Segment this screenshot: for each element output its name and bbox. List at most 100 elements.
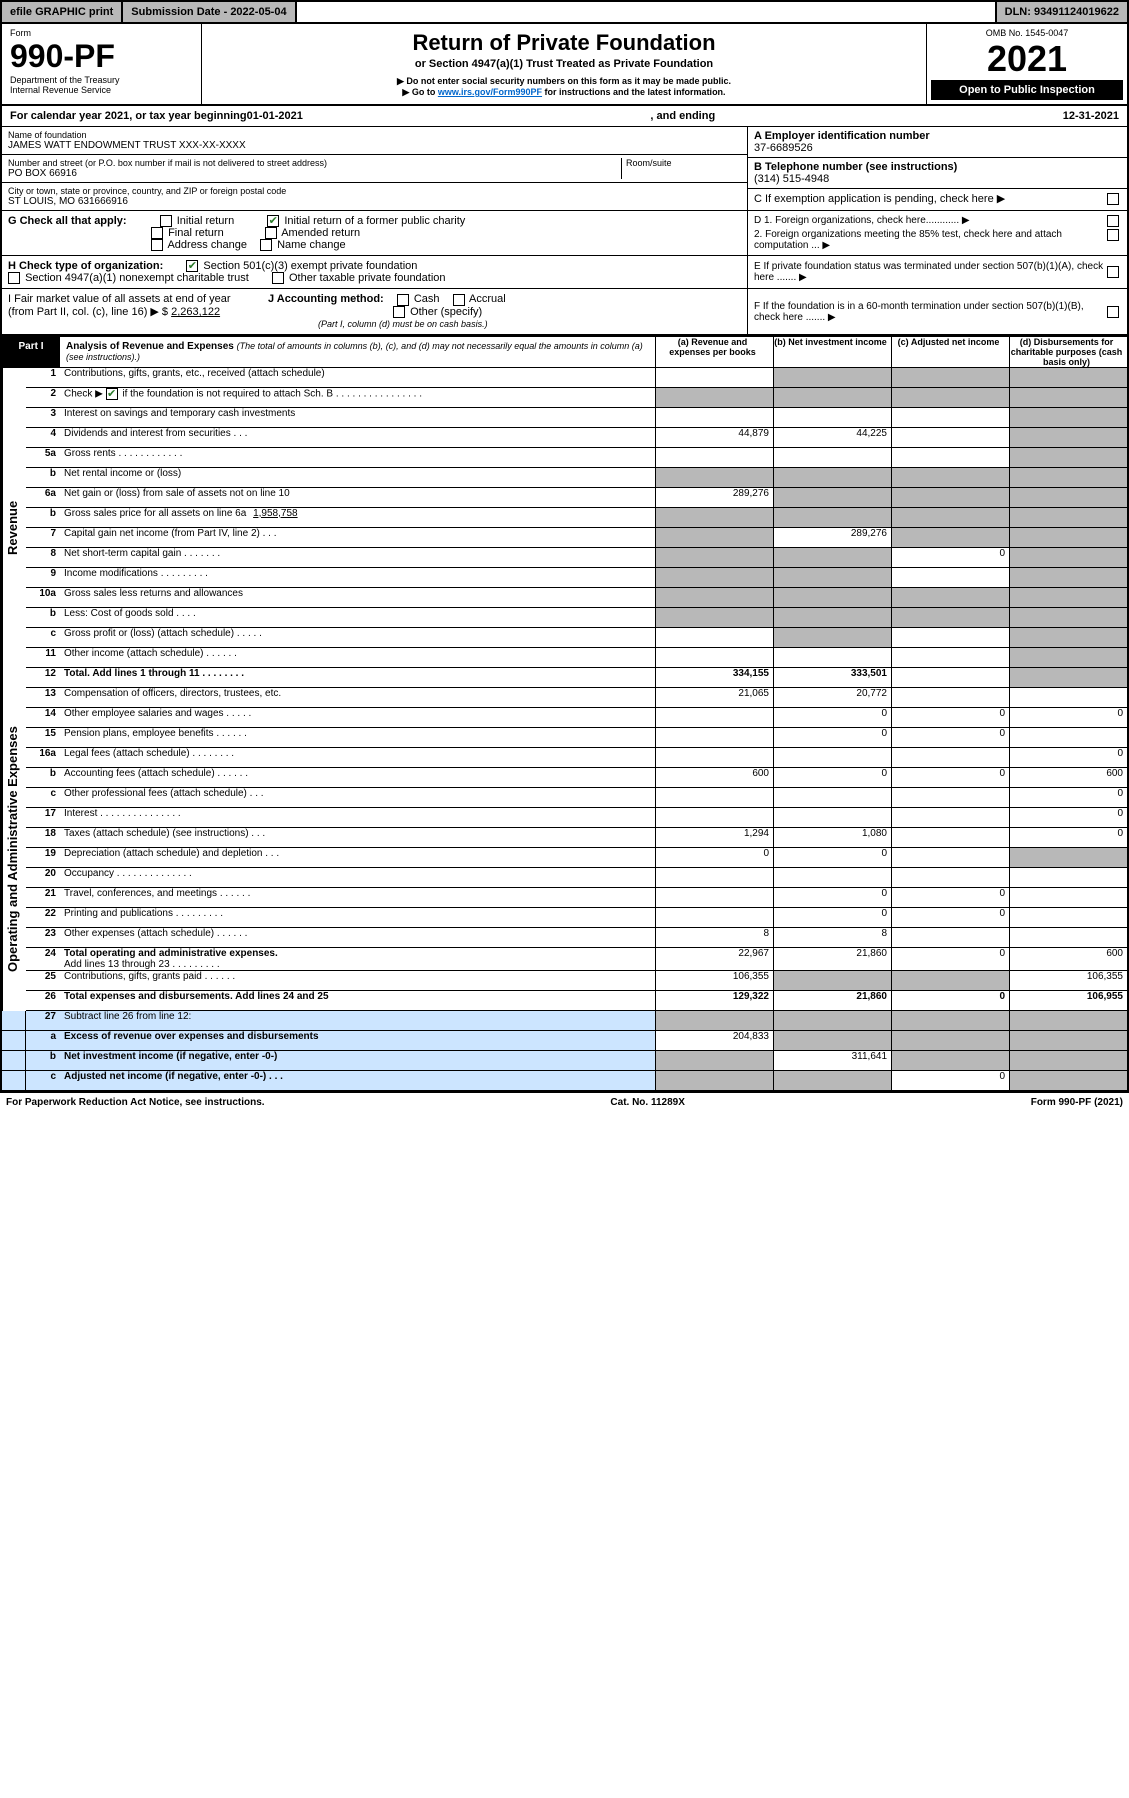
l5b-b — [773, 468, 891, 487]
line-17-num: 17 — [26, 808, 60, 827]
l25-a: 106,355 — [655, 971, 773, 990]
j-other-checkbox[interactable] — [393, 306, 405, 318]
e-label: E If private foundation status was termi… — [754, 261, 1107, 283]
line-9-desc: Income modifications . . . . . . . . . — [60, 568, 655, 587]
line-4-desc: Dividends and interest from securities .… — [60, 428, 655, 447]
line-12-num: 12 — [26, 668, 60, 687]
l22-b: 0 — [773, 908, 891, 927]
line-27a-desc: Excess of revenue over expenses and disb… — [60, 1031, 655, 1050]
line-27c-num: c — [26, 1071, 60, 1090]
line-20-num: 20 — [26, 868, 60, 887]
form-subtitle: or Section 4947(a)(1) Trust Treated as P… — [208, 58, 920, 70]
line-21-desc: Travel, conferences, and meetings . . . … — [60, 888, 655, 907]
h-row: H Check type of organization: Section 50… — [0, 256, 1129, 289]
part1-header-row: Part I Analysis of Revenue and Expenses … — [0, 335, 1129, 368]
l6b-val: 1,958,758 — [253, 508, 298, 519]
dept-line1: Department of the Treasury — [10, 75, 193, 85]
l1-a — [655, 368, 773, 387]
j-accrual-checkbox[interactable] — [453, 294, 465, 306]
line-18-desc: Taxes (attach schedule) (see instruction… — [60, 828, 655, 847]
efile-label[interactable]: efile GRAPHIC print — [2, 2, 123, 22]
line-20-desc: Occupancy . . . . . . . . . . . . . . — [60, 868, 655, 887]
irs-link[interactable]: www.irs.gov/Form990PF — [438, 87, 542, 97]
g-amended-checkbox[interactable] — [265, 227, 277, 239]
l11-b — [773, 648, 891, 667]
l14-c: 0 — [891, 708, 1009, 727]
l13-a: 21,065 — [655, 688, 773, 707]
line-10a-num: 10a — [26, 588, 60, 607]
submission-date: Submission Date - 2022-05-04 — [123, 2, 296, 22]
d2-label: 2. Foreign organizations meeting the 85%… — [754, 229, 1107, 251]
h-4947-checkbox[interactable] — [8, 272, 20, 284]
l10c-a — [655, 628, 773, 647]
line-6a-desc: Net gain or (loss) from sale of assets n… — [60, 488, 655, 507]
top-bar: efile GRAPHIC print Submission Date - 20… — [0, 0, 1129, 24]
g-initial-former-checkbox[interactable] — [267, 215, 279, 227]
line-2-num: 2 — [26, 388, 60, 407]
l10a-d — [1009, 588, 1127, 607]
line-10b-num: b — [26, 608, 60, 627]
l10c-b — [773, 628, 891, 647]
form-label: Form — [10, 28, 193, 38]
d1-checkbox[interactable] — [1107, 215, 1119, 227]
topbar-spacer — [297, 2, 997, 22]
part1-label: Part I — [2, 337, 60, 367]
phone-value: (314) 515-4948 — [754, 173, 1121, 185]
h-other-checkbox[interactable] — [272, 272, 284, 284]
line-15-desc: Pension plans, employee benefits . . . .… — [60, 728, 655, 747]
g-name-checkbox[interactable] — [260, 239, 272, 251]
l3-a — [655, 408, 773, 427]
line-27-desc: Subtract line 26 from line 12: — [60, 1011, 655, 1030]
g-o3: Address change — [167, 239, 247, 251]
h-o2: Section 4947(a)(1) nonexempt charitable … — [25, 272, 249, 284]
l5a-c — [891, 448, 1009, 467]
expenses-side-label: Operating and Administrative Expenses — [2, 688, 26, 1011]
l18-d: 0 — [1009, 828, 1127, 847]
l7-c — [891, 528, 1009, 547]
l12-c — [891, 668, 1009, 687]
calyear-end: 12-31-2021 — [1063, 110, 1119, 122]
l26-c: 0 — [891, 991, 1009, 1010]
foundation-name: JAMES WATT ENDOWMENT TRUST XXX-XX-XXXX — [8, 140, 741, 151]
col-d-header: (d) Disbursements for charitable purpose… — [1009, 337, 1127, 367]
h-501c3-checkbox[interactable] — [186, 260, 198, 272]
l27c-d — [1009, 1071, 1127, 1090]
l19-a: 0 — [655, 848, 773, 867]
line-18-num: 18 — [26, 828, 60, 847]
l16a-b — [773, 748, 891, 767]
l14-d: 0 — [1009, 708, 1127, 727]
l25-b — [773, 971, 891, 990]
g-address-checkbox[interactable] — [151, 239, 163, 251]
l23-a: 8 — [655, 928, 773, 947]
dln-label: DLN: 93491124019622 — [997, 2, 1127, 22]
l2-c — [891, 388, 1009, 407]
omb-number: OMB No. 1545-0047 — [931, 28, 1123, 38]
l16c-b — [773, 788, 891, 807]
schb-checkbox[interactable] — [106, 388, 118, 400]
l27b-d — [1009, 1051, 1127, 1070]
l12-b: 333,501 — [773, 668, 891, 687]
line-17-desc: Interest . . . . . . . . . . . . . . . — [60, 808, 655, 827]
c-checkbox[interactable] — [1107, 193, 1119, 205]
d2-checkbox[interactable] — [1107, 229, 1119, 241]
line-13-desc: Compensation of officers, directors, tru… — [60, 688, 655, 707]
line-23-desc: Other expenses (attach schedule) . . . .… — [60, 928, 655, 947]
f-checkbox[interactable] — [1107, 306, 1119, 318]
line-25-num: 25 — [26, 971, 60, 990]
col-b-header: (b) Net investment income — [773, 337, 891, 367]
g-final-checkbox[interactable] — [151, 227, 163, 239]
l27b-c — [891, 1051, 1009, 1070]
j-cash-checkbox[interactable] — [397, 294, 409, 306]
l9-d — [1009, 568, 1127, 587]
line-22-num: 22 — [26, 908, 60, 927]
l4-b: 44,225 — [773, 428, 891, 447]
l11-d — [1009, 648, 1127, 667]
l16b-c: 0 — [891, 768, 1009, 787]
dept-line2: Internal Revenue Service — [10, 85, 193, 95]
line-19-desc: Depreciation (attach schedule) and deple… — [60, 848, 655, 867]
line-22-desc: Printing and publications . . . . . . . … — [60, 908, 655, 927]
l6a-b — [773, 488, 891, 507]
e-checkbox[interactable] — [1107, 266, 1119, 278]
g-initial-checkbox[interactable] — [160, 215, 172, 227]
line-5a-desc: Gross rents . . . . . . . . . . . . — [60, 448, 655, 467]
